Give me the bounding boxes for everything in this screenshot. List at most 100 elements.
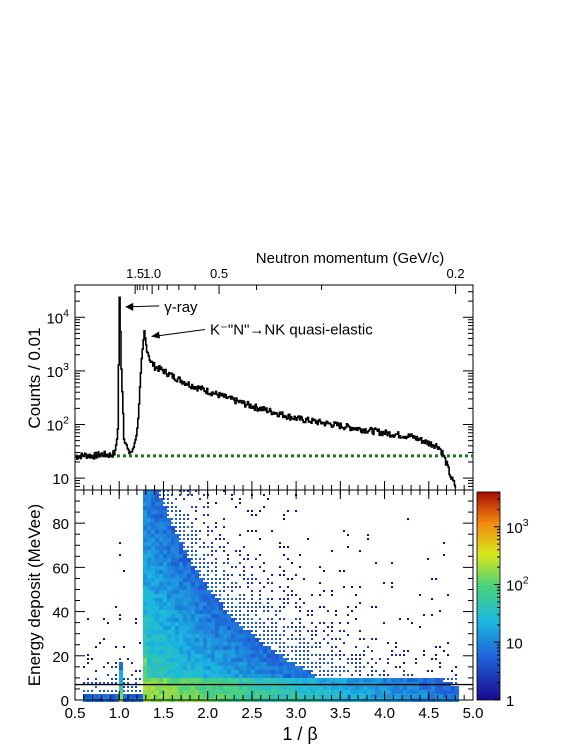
heatmap-cell (155, 618, 159, 622)
heatmap-cell (211, 582, 213, 584)
heatmap-cell (283, 554, 285, 556)
heatmap-cell (191, 582, 195, 586)
heatmap-cell (343, 642, 345, 644)
heatmap-cell (155, 530, 159, 534)
heatmap-cell (159, 622, 163, 626)
heatmap-cell (179, 634, 183, 638)
heatmap-cell (183, 582, 187, 586)
heatmap-cell (299, 658, 301, 660)
heatmap-cell (175, 630, 179, 634)
gamma-arrowhead (125, 302, 134, 311)
heatmap-cell (187, 666, 191, 670)
heatmap-cell (143, 562, 147, 566)
heatmap-cell (323, 670, 325, 672)
heatmap-cell (199, 670, 203, 674)
heatmap-cell (251, 610, 253, 612)
heatmap-cell (255, 678, 259, 682)
heatmap-cell (239, 614, 241, 616)
heatmap-cell (247, 578, 249, 580)
heatmap-cell (191, 574, 195, 578)
heatmap-cell (235, 678, 239, 682)
heatmap-cell (375, 678, 379, 682)
heatmap-cell (407, 694, 411, 698)
heatmap-cell (119, 678, 123, 682)
heatmap-cell (103, 682, 105, 684)
heatmap-cell (343, 630, 345, 632)
heatmap-cell (159, 490, 161, 492)
heatmap-cell (211, 554, 213, 556)
heatmap-cell (107, 674, 109, 676)
heatmap-cell (171, 666, 175, 670)
heatmap-cell (239, 662, 243, 666)
heatmap-cell (279, 606, 281, 608)
heatmap-cell (199, 614, 203, 618)
bottom-x-ticks: 0.5 1.0 1.5 2.0 2.5 3.0 3.5 4.0 4.5 5.0 (65, 490, 484, 722)
heatmap-cell (235, 690, 239, 694)
heatmap-cell (171, 602, 175, 606)
heatmap-cell (155, 554, 159, 558)
heatmap-cell (199, 586, 203, 590)
heatmap-cell (243, 646, 247, 650)
heatmap-cell (299, 598, 301, 600)
heatmap-cell (303, 646, 305, 648)
heatmap-cell (211, 542, 213, 544)
heatmap-cell (231, 626, 235, 630)
heatmap-cell (163, 666, 167, 670)
heatmap-cell (223, 518, 225, 520)
heatmap-cell (263, 570, 265, 572)
heatmap-cell (295, 674, 299, 678)
heatmap-cell (171, 566, 175, 570)
heatmap-cell (239, 658, 243, 662)
heatmap-cell (347, 686, 351, 690)
bottom-x-tick-label: 5.0 (463, 705, 484, 722)
heatmap-cell (167, 650, 171, 654)
heatmap-cell (251, 590, 253, 592)
heatmap-cell (111, 678, 113, 680)
heatmap-cell (243, 618, 245, 620)
heatmap-cell (151, 562, 155, 566)
heatmap-cell (155, 586, 159, 590)
heatmap-cell (195, 586, 199, 590)
heatmap-cell (207, 618, 211, 622)
heatmap-cell (227, 594, 229, 596)
heatmap-cell (155, 646, 159, 650)
heatmap-cell (171, 530, 175, 534)
heatmap-cell (183, 662, 187, 666)
heatmap-cell (195, 566, 197, 568)
heatmap-cell (167, 494, 169, 496)
heatmap-cell (167, 614, 171, 618)
heatmap-cell (315, 674, 317, 676)
heatmap-cell (179, 686, 183, 690)
heatmap-cell (211, 550, 213, 552)
heatmap-cell (251, 670, 255, 674)
heatmap-cell (175, 622, 179, 626)
heatmap-cell (143, 614, 147, 618)
heatmap-cell (363, 654, 365, 656)
heatmap-cell (303, 678, 307, 682)
heatmap-cell (307, 654, 309, 656)
heatmap-cell (259, 662, 263, 666)
heatmap-cell (239, 498, 241, 500)
heatmap-cell (195, 642, 199, 646)
heatmap-cell (327, 690, 331, 694)
heatmap-cell (167, 522, 171, 526)
heatmap-cell (187, 630, 191, 634)
heatmap-cell (155, 598, 159, 602)
heatmap-cell (215, 638, 219, 642)
heatmap-cell (211, 674, 215, 678)
heatmap-cell (339, 570, 341, 572)
top-axis-title: Neutron momentum (GeV/c) (256, 250, 444, 267)
heatmap-cell (327, 634, 329, 636)
heatmap-cell (247, 530, 249, 532)
heatmap-cell (307, 642, 309, 644)
heatmap-cell (223, 562, 225, 564)
heatmap-cell (211, 594, 215, 598)
heatmap-cell (203, 514, 205, 516)
heatmap-cell (243, 602, 245, 604)
heatmap-cell (283, 618, 285, 620)
heatmap-cell (99, 690, 101, 692)
heatmap-cell (155, 678, 159, 682)
heatmap-cell (359, 654, 361, 656)
heatmap-cell (227, 662, 231, 666)
heatmap-cell (283, 518, 285, 520)
